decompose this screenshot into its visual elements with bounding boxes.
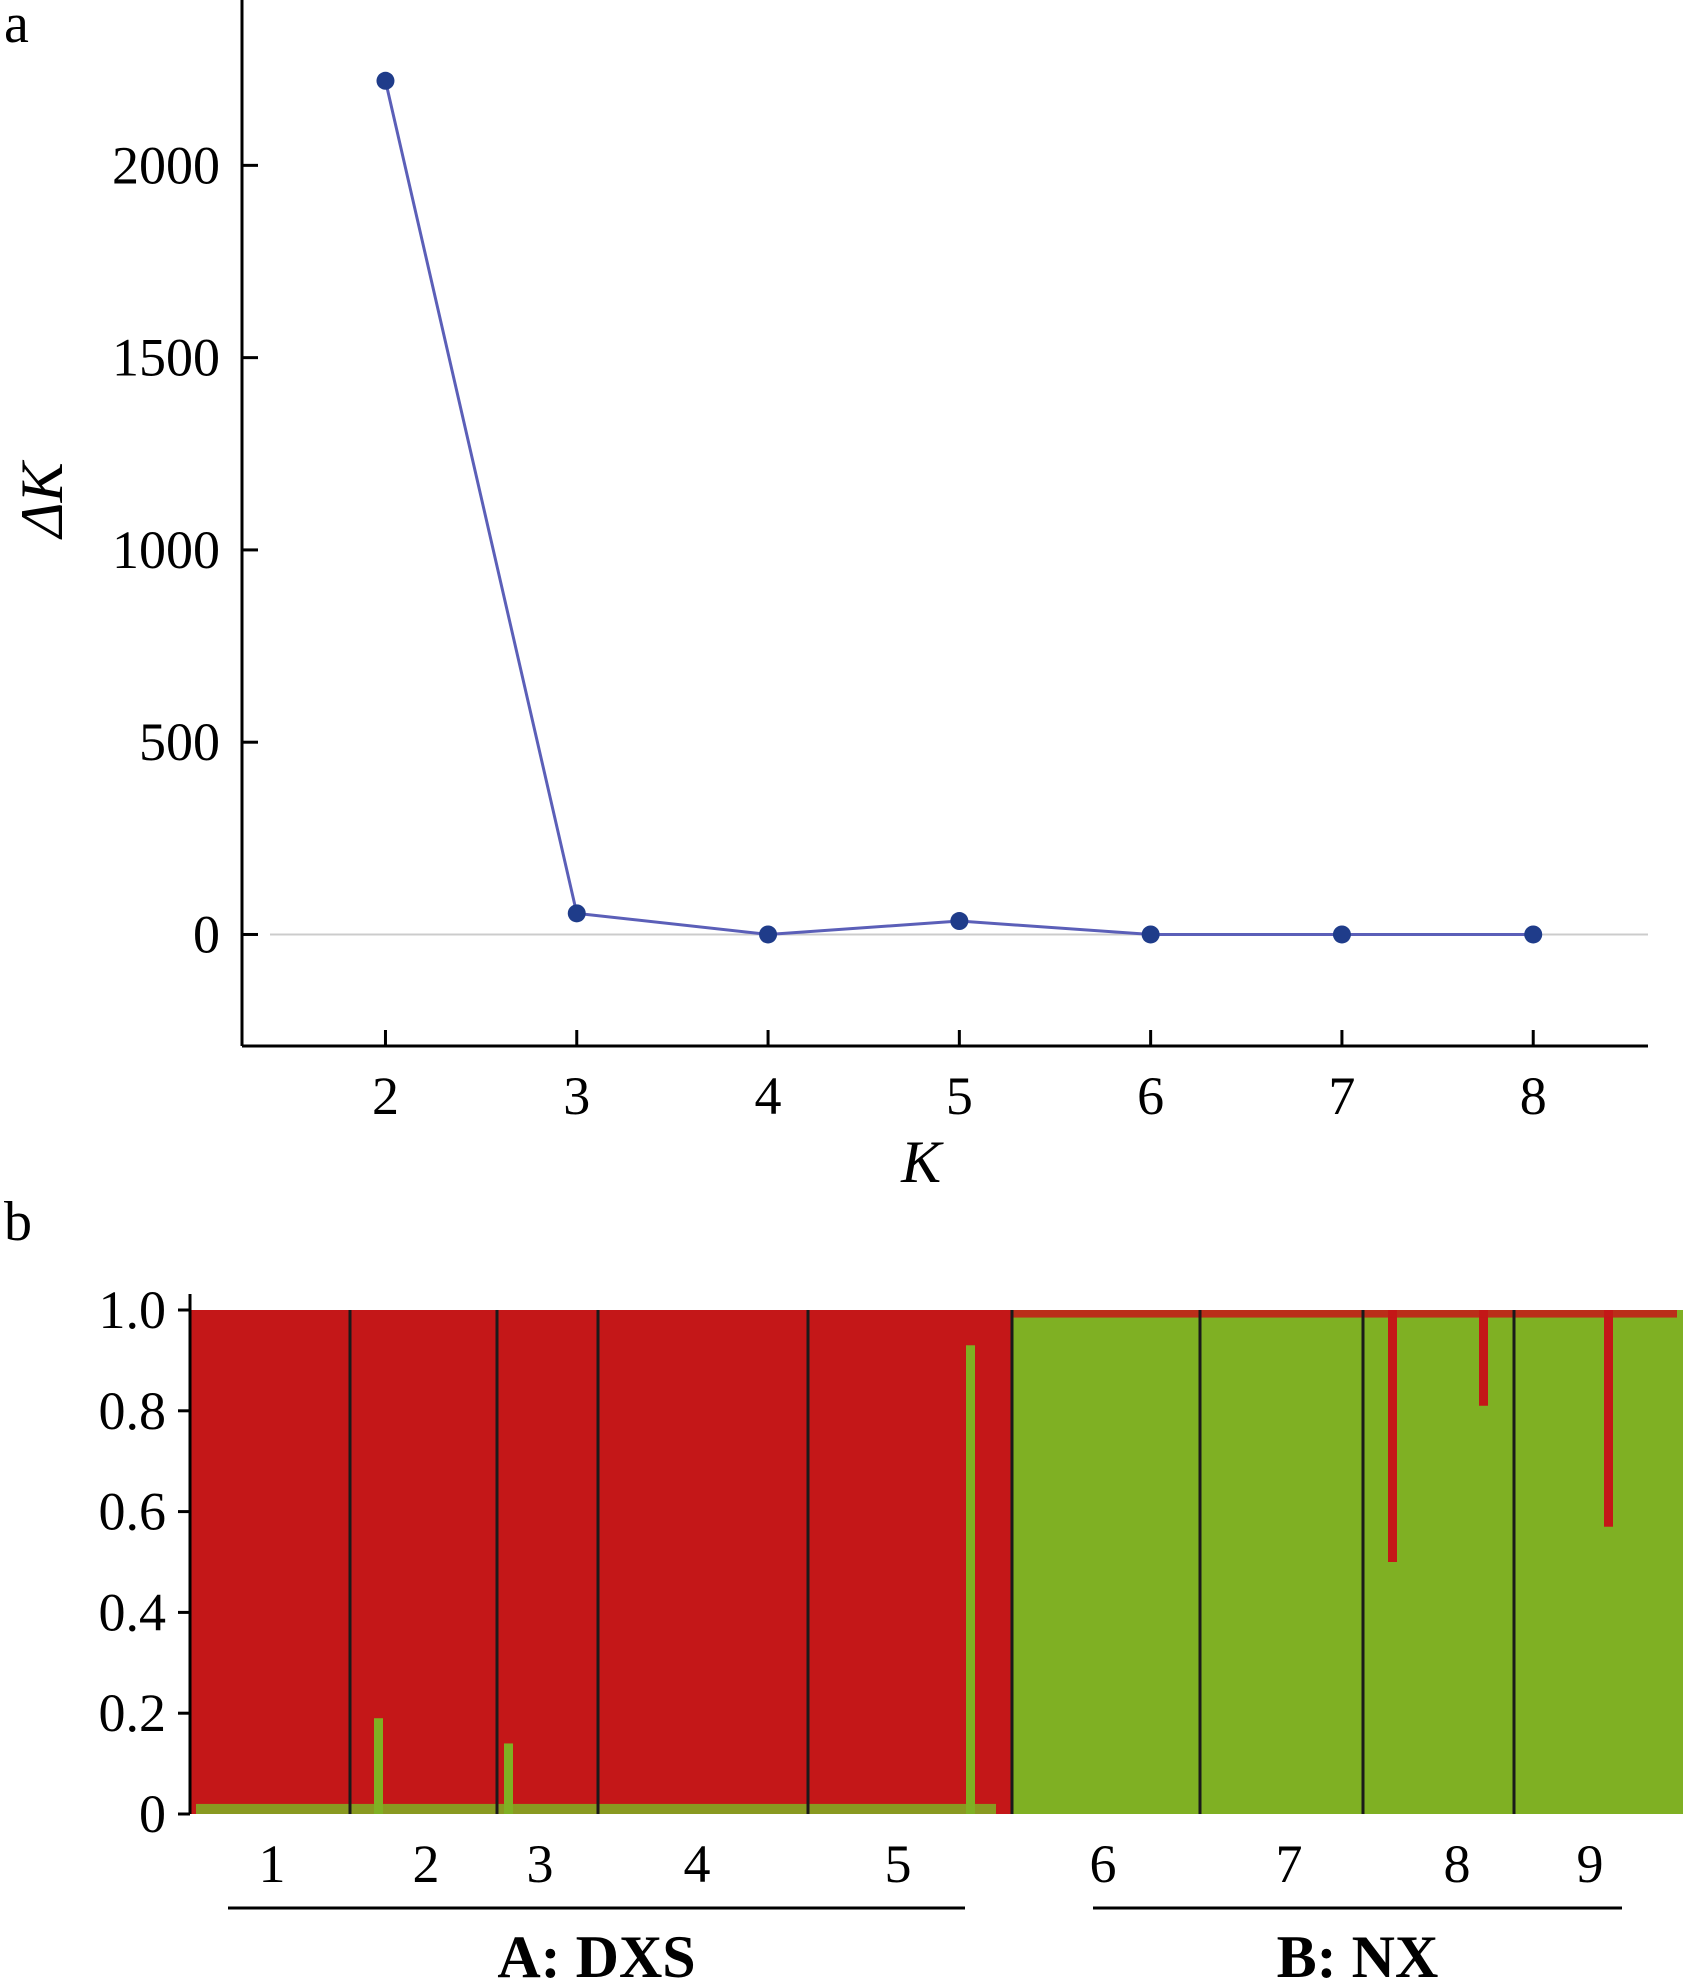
admixture-spike	[966, 1345, 975, 1814]
population-bar	[1200, 1310, 1363, 1814]
y-tick-label: 0	[139, 1784, 166, 1844]
y-tick-label: 0.6	[99, 1482, 167, 1542]
y-tick-label: 500	[139, 712, 220, 772]
x-axis-label: K	[900, 1129, 944, 1195]
data-point	[1332, 925, 1351, 944]
x-tick-label: 4	[755, 1066, 782, 1126]
x-tick-label: 6	[1137, 1066, 1164, 1126]
group-label: A: DXS	[497, 1924, 695, 1981]
admixture-spike	[1604, 1310, 1613, 1527]
admixture-spikes	[196, 1310, 1677, 1814]
population-label: 2	[413, 1834, 440, 1894]
population-label: 5	[885, 1834, 912, 1894]
population-bars	[190, 1310, 1683, 1814]
population-labels: 1 2 3 4 5 6 7 8 9	[259, 1834, 1604, 1894]
delta-k-line	[384, 80, 1534, 936]
population-bar	[598, 1310, 808, 1814]
population-bar	[190, 1310, 350, 1814]
panel-b-label: b	[4, 1191, 32, 1253]
population-bar	[350, 1310, 497, 1814]
y-tick-label: 0.4	[99, 1582, 167, 1642]
data-point	[759, 925, 778, 944]
population-label: 6	[1090, 1834, 1117, 1894]
population-label: 7	[1276, 1834, 1303, 1894]
admixture-spike	[1479, 1310, 1488, 1406]
population-label: 1	[259, 1834, 286, 1894]
population-bar	[808, 1310, 1012, 1814]
group-label: B: NX	[1277, 1924, 1439, 1981]
population-bar	[1514, 1310, 1683, 1814]
delta-k-points	[376, 71, 1543, 944]
x-ticks: 2 3 4 5 6 7 8	[372, 1030, 1547, 1126]
panel-a: a 0 500 1000 1500 2000 2 3 4 5 6 7 8 ΔK K	[4, 0, 1648, 1195]
population-label: 8	[1444, 1834, 1471, 1894]
data-point	[950, 912, 969, 931]
panel-a-label: a	[4, 0, 29, 55]
panel-b: b 0 0.2 0.4 0.6 0.8 1.0 1 2 3 4 5 6 7 8 9 A: DXS B: NX	[4, 1191, 1683, 1981]
population-label: 4	[684, 1834, 711, 1894]
population-label: 3	[527, 1834, 554, 1894]
x-tick-label: 3	[563, 1066, 590, 1126]
y-tick-label: 0.8	[99, 1381, 167, 1441]
population-bar	[1012, 1310, 1200, 1814]
y-tick-label: 1500	[112, 328, 220, 388]
population-bar	[497, 1310, 598, 1814]
data-point	[1524, 925, 1543, 944]
minor-ancestry-baseline	[196, 1803, 996, 1814]
admixture-spike	[374, 1718, 383, 1814]
y-tick-label: 0	[193, 904, 220, 964]
minor-ancestry-top	[1012, 1310, 1677, 1318]
x-tick-label: 2	[372, 1066, 399, 1126]
data-point	[376, 71, 395, 90]
y-ticks: 0 500 1000 1500 2000	[112, 135, 258, 964]
x-tick-label: 5	[946, 1066, 973, 1126]
data-point	[1141, 925, 1160, 944]
admixture-spike	[1388, 1310, 1397, 1562]
x-tick-label: 8	[1520, 1066, 1547, 1126]
y-tick-label: 1000	[112, 520, 220, 580]
x-tick-label: 7	[1328, 1066, 1355, 1126]
data-point	[567, 904, 586, 923]
admixture-spike	[504, 1743, 513, 1814]
population-label: 9	[1577, 1834, 1604, 1894]
y-tick-label: 1.0	[99, 1280, 167, 1340]
y-axis-label: ΔK	[9, 459, 75, 539]
population-bar	[1363, 1310, 1514, 1814]
group-labels: A: DXS B: NX	[228, 1906, 1622, 1981]
population-dividers	[348, 1310, 1516, 1814]
y-tick-label: 2000	[112, 135, 220, 195]
y-tick-label: 0.2	[99, 1683, 167, 1743]
y-ticks: 0 0.2 0.4 0.6 0.8 1.0	[99, 1280, 190, 1844]
